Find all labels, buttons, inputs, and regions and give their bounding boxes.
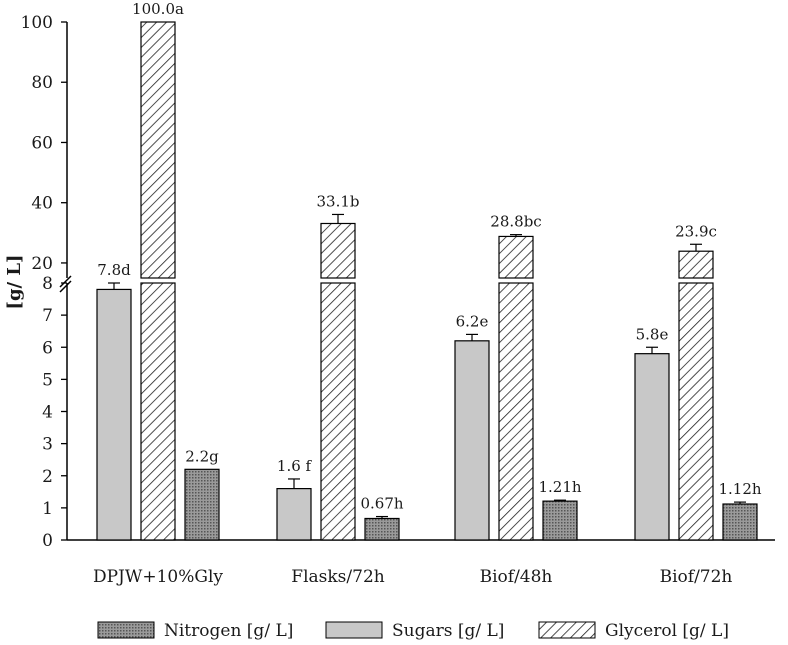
bar bbox=[276, 488, 312, 541]
legend-swatch bbox=[97, 621, 155, 639]
bar bbox=[634, 353, 670, 541]
bar bbox=[678, 250, 714, 279]
data-label: 1.6 f bbox=[277, 457, 313, 475]
data-label: 2.2g bbox=[185, 447, 219, 465]
axis-break-mark bbox=[59, 275, 72, 288]
bar bbox=[96, 288, 132, 541]
bar bbox=[140, 21, 176, 279]
x-tick-label: Flasks/72h bbox=[291, 567, 384, 587]
legend-label: Nitrogen [g/ L] bbox=[164, 621, 293, 641]
y-axis-label: [g/ L] bbox=[4, 254, 25, 309]
y-tick-label: 2 bbox=[42, 467, 53, 487]
data-label: 100.0a bbox=[132, 0, 184, 18]
legend-swatch bbox=[538, 621, 596, 639]
legend-label: Sugars [g/ L] bbox=[392, 621, 504, 641]
y-tick-label: 100 bbox=[21, 13, 53, 33]
data-label: 0.67h bbox=[360, 495, 403, 513]
legend: Nitrogen [g/ L] Sugars [g/ L] Glycerol [g/… bbox=[97, 621, 729, 641]
bar bbox=[140, 282, 176, 541]
y-tick-label: 5 bbox=[42, 370, 53, 390]
data-label: 1.21h bbox=[538, 478, 581, 496]
bar bbox=[184, 468, 220, 541]
data-label: 28.8bc bbox=[490, 213, 541, 231]
bar bbox=[722, 503, 758, 541]
data-labels-group: 7.8d 100.0a 2.2g 1.6 f 33.1b 0.67h 6.2e 28.8bc 1… bbox=[97, 0, 762, 513]
y-tick-label: 60 bbox=[31, 133, 53, 153]
bar bbox=[320, 282, 356, 541]
bar bbox=[678, 282, 714, 541]
bar bbox=[498, 235, 534, 279]
data-label: 1.12h bbox=[718, 480, 761, 498]
data-label: 23.9c bbox=[675, 222, 717, 240]
bars-group bbox=[96, 21, 758, 541]
y-tick-label: 3 bbox=[42, 435, 53, 455]
legend-label: Glycerol [g/ L] bbox=[605, 621, 729, 641]
axis-break-mark bbox=[59, 280, 72, 293]
bar bbox=[364, 517, 400, 541]
x-tick-label: DPJW+10%Gly bbox=[93, 567, 223, 587]
data-label: 33.1b bbox=[316, 192, 359, 210]
x-tick-label: Biof/48h bbox=[480, 567, 553, 587]
y-tick-label: 4 bbox=[42, 403, 53, 423]
y-tick-label: 8 bbox=[42, 274, 53, 294]
y-tick-label: 80 bbox=[31, 73, 53, 93]
bar bbox=[542, 500, 578, 541]
bar bbox=[320, 222, 356, 279]
data-label: 5.8e bbox=[636, 325, 669, 343]
y-tick-label: 40 bbox=[31, 194, 53, 214]
legend-swatch bbox=[325, 621, 383, 639]
data-label: 7.8d bbox=[97, 261, 131, 279]
bar bbox=[454, 340, 490, 541]
y-tick-label: 7 bbox=[42, 306, 53, 326]
bar bbox=[498, 282, 534, 541]
y-tick-label: 6 bbox=[42, 338, 53, 358]
axes: 0 1 2 3 4 5 6 7 820 40 60 80 100 [g/ L] DPJW+10%Gly Fla… bbox=[4, 13, 775, 587]
y-tick-label: 1 bbox=[42, 499, 53, 519]
y-tick-label: 20 bbox=[31, 254, 53, 274]
data-label: 6.2e bbox=[456, 312, 489, 330]
y-tick-label: 0 bbox=[42, 531, 53, 551]
x-tick-label: Biof/72h bbox=[660, 567, 733, 587]
